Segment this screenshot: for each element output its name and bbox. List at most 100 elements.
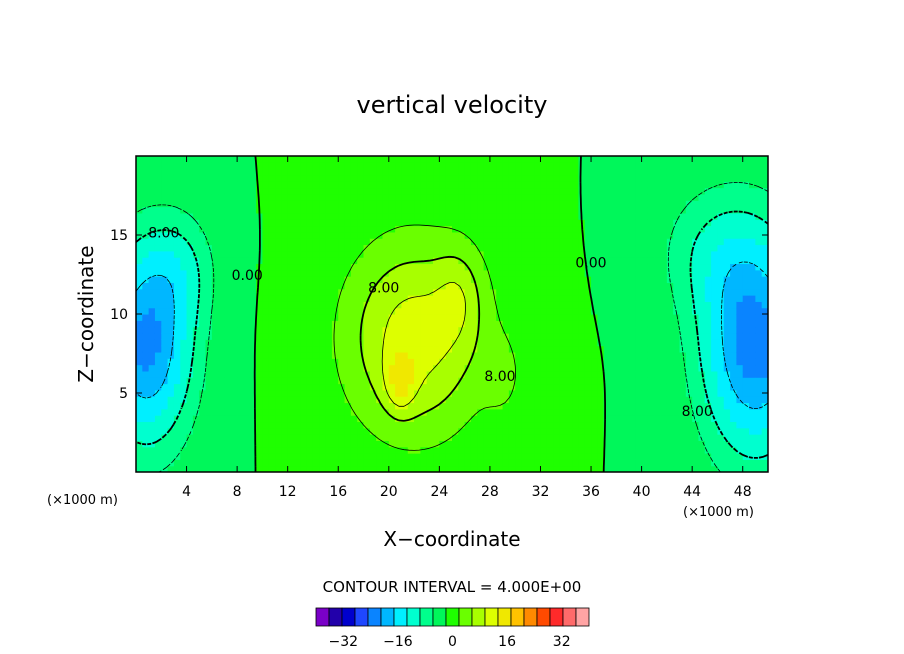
field-cell bbox=[610, 332, 617, 340]
field-cell bbox=[698, 181, 706, 189]
field-cell bbox=[502, 434, 510, 441]
field-cell bbox=[357, 453, 365, 460]
field-cell bbox=[597, 415, 605, 423]
field-cell bbox=[578, 231, 586, 239]
field-cell bbox=[489, 181, 497, 189]
field-cell bbox=[338, 193, 346, 201]
field-cell bbox=[407, 370, 415, 378]
field-cell bbox=[237, 250, 245, 258]
field-cell bbox=[205, 459, 213, 467]
field-cell bbox=[249, 339, 257, 347]
field-cell bbox=[211, 231, 219, 239]
field-cell bbox=[698, 200, 706, 208]
field-cell bbox=[268, 250, 276, 258]
field-cell bbox=[173, 276, 181, 283]
field-cell bbox=[515, 421, 523, 429]
field-cell bbox=[610, 446, 617, 454]
field-cell bbox=[559, 358, 567, 366]
field-cell bbox=[508, 415, 516, 423]
field-cell bbox=[363, 181, 371, 189]
field-cell bbox=[527, 326, 535, 334]
field-cell bbox=[591, 276, 598, 283]
field-cell bbox=[395, 389, 403, 397]
field-cell bbox=[742, 219, 750, 227]
field-cell bbox=[382, 238, 390, 246]
field-cell bbox=[477, 288, 485, 296]
field-cell bbox=[470, 301, 478, 309]
field-cell bbox=[717, 453, 725, 460]
field-cell bbox=[173, 269, 181, 277]
field-cell bbox=[180, 326, 188, 334]
field-cell bbox=[401, 320, 409, 328]
field-cell bbox=[331, 408, 339, 416]
field-cell bbox=[761, 244, 768, 252]
field-cell bbox=[199, 250, 207, 258]
field-cell bbox=[540, 358, 548, 366]
field-cell bbox=[591, 212, 598, 220]
field-cell bbox=[287, 288, 295, 296]
field-cell bbox=[180, 339, 188, 347]
field-cell bbox=[635, 364, 643, 372]
field-cell bbox=[363, 244, 371, 252]
field-cell bbox=[256, 459, 263, 467]
field-cell bbox=[142, 320, 150, 328]
field-cell bbox=[502, 257, 510, 265]
field-cell bbox=[527, 320, 535, 328]
field-cell bbox=[401, 263, 409, 271]
field-cell bbox=[433, 212, 440, 220]
field-cell bbox=[736, 358, 744, 366]
field-cell bbox=[186, 263, 194, 271]
field-cell bbox=[578, 339, 586, 347]
field-cell bbox=[243, 377, 251, 385]
field-cell bbox=[344, 257, 352, 265]
field-cell bbox=[761, 377, 768, 385]
field-cell bbox=[420, 370, 428, 378]
field-cell bbox=[521, 440, 529, 448]
field-cell bbox=[559, 370, 567, 378]
field-cell bbox=[704, 181, 712, 189]
field-cell bbox=[426, 377, 434, 385]
field-cell bbox=[357, 377, 365, 385]
field-cell bbox=[559, 193, 567, 201]
field-cell bbox=[357, 193, 365, 201]
field-cell bbox=[647, 257, 655, 265]
field-cell bbox=[401, 257, 409, 265]
field-cell bbox=[401, 288, 409, 296]
field-cell bbox=[654, 238, 662, 246]
field-cell bbox=[477, 396, 485, 404]
field-cell bbox=[300, 383, 308, 391]
field-cell bbox=[420, 231, 428, 239]
field-cell bbox=[515, 276, 523, 283]
field-cell bbox=[534, 421, 542, 429]
field-cell bbox=[439, 288, 447, 296]
field-cell bbox=[344, 193, 352, 201]
field-cell bbox=[578, 453, 586, 460]
field-cell bbox=[312, 314, 320, 321]
field-cell bbox=[325, 326, 333, 334]
field-cell bbox=[281, 225, 289, 233]
field-cell bbox=[553, 257, 561, 265]
field-cell bbox=[603, 174, 611, 182]
field-cell bbox=[268, 225, 276, 233]
field-cell bbox=[452, 238, 459, 246]
field-cell bbox=[616, 301, 624, 309]
field-cell bbox=[382, 465, 390, 472]
field-cell bbox=[572, 162, 579, 170]
field-cell bbox=[546, 427, 554, 435]
field-cell bbox=[256, 351, 263, 359]
field-cell bbox=[717, 168, 725, 176]
field-cell bbox=[692, 174, 700, 182]
field-cell bbox=[331, 364, 339, 372]
field-cell bbox=[723, 459, 731, 467]
field-cell bbox=[136, 320, 143, 328]
field-cell bbox=[369, 440, 377, 448]
field-cell bbox=[761, 364, 768, 372]
field-cell bbox=[749, 193, 756, 201]
field-cell bbox=[205, 421, 213, 429]
field-cell bbox=[426, 187, 434, 195]
field-cell bbox=[357, 231, 365, 239]
field-cell bbox=[553, 295, 561, 302]
field-cell bbox=[584, 320, 592, 328]
field-cell bbox=[199, 377, 207, 385]
field-cell bbox=[591, 415, 598, 423]
